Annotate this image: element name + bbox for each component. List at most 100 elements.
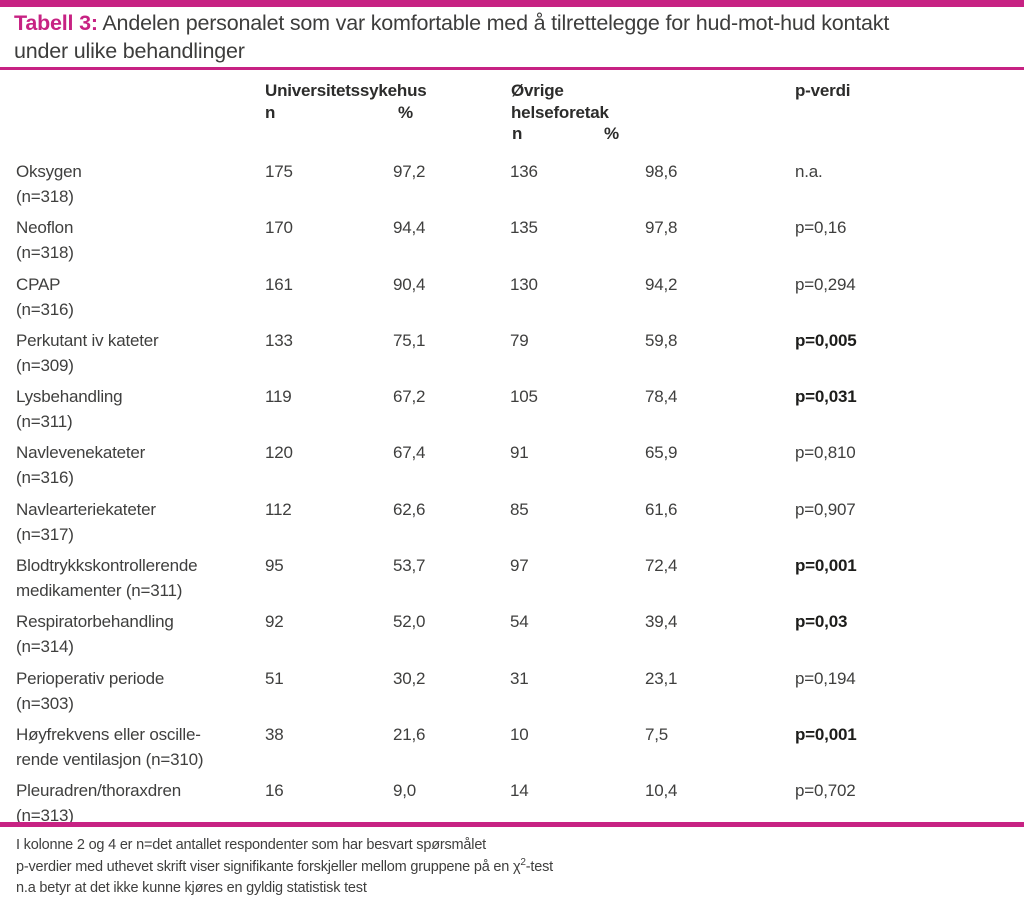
p-value: p=0,031 [795,387,857,407]
header-universitetssykehus: Universitetssykehus [265,81,427,100]
table-number-label: Tabell 3: [14,11,98,35]
univ-n-value: 175 [265,162,293,181]
other-n-value: 105 [510,387,538,407]
other-pct-value: 97,8 [645,218,678,238]
treatment-label: Navlevenekateter (n=316) [16,440,262,490]
table-row: CPAP (n=316) 161 90,4 130 94,2 p=0,294 [0,272,1024,328]
univ-n-value: 170 [265,218,293,238]
p-value: p=0,194 [795,668,856,688]
treatment-label: Perkutant iv kateter (n=309) [16,328,262,378]
p-value: p=0,03 [795,612,848,632]
treatment-label: Blodtrykkskontrollerende medikamenter (n… [16,553,262,603]
other-n-value: 136 [510,162,538,181]
other-pct-value: 23,1 [645,668,678,688]
treatment-name: Respiratorbehandling [16,612,174,632]
other-n-value: 85 [510,499,529,519]
header-helseforetak: helseforetak [511,103,609,122]
univ-pct-value: 90,4 [393,274,426,294]
univ-pct-value: 97,2 [393,162,426,181]
p-value: p=0,702 [795,781,856,801]
treatment-name: Neoflon [16,218,74,238]
treatment-label: Oksygen (n=318) [16,159,262,209]
header-univ-n: n [265,103,276,122]
univ-n-value: 161 [265,274,293,294]
footnote-2-suffix: -test [525,858,553,875]
treatment-label: Respiratorbehandling (n=314) [16,609,262,659]
other-n-value: 54 [510,612,529,632]
univ-n-value: 16 [265,781,284,801]
p-value: p=0,16 [795,218,847,238]
treatment-label: Neoflon (n=318) [16,215,262,265]
univ-n-value: 95 [265,556,284,576]
header-other-percent: % [604,124,619,143]
p-value: p=0,005 [795,330,857,350]
table-title-line2: under ulike behandlinger [14,39,245,63]
table-row: Pleuradren/thoraxdren (n=313) 16 9,0 14 … [0,778,1024,834]
treatment-label: Pleuradren/thoraxdren (n=313) [16,778,262,828]
treatment-name: Høyfrekvens eller oscille- [16,724,201,744]
title-divider [0,67,1024,70]
table-row: Blodtrykkskontrollerende medikamenter (n… [0,553,1024,609]
other-n-value: 14 [510,781,529,801]
treatment-n: (n=311) [16,412,73,432]
treatment-name: Navlearteriekateter [16,499,156,519]
other-pct-value: 7,5 [645,724,669,744]
other-pct-value: 10,4 [645,781,678,801]
footnote-2-text: p-verdier med uthevet skrift viser signi… [16,858,521,875]
treatment-label: CPAP (n=316) [16,272,262,322]
other-pct-value: 61,6 [645,499,678,519]
treatment-name: Perioperativ periode [16,668,165,688]
treatment-name: Oksygen [16,162,82,181]
univ-pct-value: 67,2 [393,387,426,407]
other-pct-value: 98,6 [645,162,678,181]
p-value: p=0,001 [795,556,857,576]
other-pct-value: 94,2 [645,274,678,294]
header-other-n: n [512,124,523,143]
treatment-n: (n=317) [16,524,74,544]
footnote-2: p-verdier med uthevet skrift viser signi… [16,857,553,879]
univ-n-value: 133 [265,330,293,350]
table-row: Respiratorbehandling (n=314) 92 52,0 54 … [0,609,1024,665]
table-caption: Andelen personalet som var komfortable m… [97,11,890,35]
header-p-verdi: p-verdi [795,81,851,100]
treatment-n: (n=309) [16,355,74,375]
treatment-name: Lysbehandling [16,387,123,407]
univ-pct-value: 53,7 [393,556,426,576]
other-n-value: 91 [510,443,529,463]
p-value: n.a. [795,162,823,181]
univ-pct-value: 30,2 [393,668,426,688]
treatment-name: CPAP [16,274,61,294]
univ-pct-value: 21,6 [393,724,426,744]
chi-squared-superscript: 2 [520,856,526,868]
table-row: Neoflon (n=318) 170 94,4 135 97,8 p=0,16 [0,215,1024,271]
other-n-value: 79 [510,330,529,350]
univ-n-value: 120 [265,443,293,463]
univ-n-value: 119 [265,387,292,407]
other-pct-value: 59,8 [645,330,678,350]
treatment-n: (n=313) [16,806,74,826]
footnote-1: I kolonne 2 og 4 er n=det antallet respo… [16,837,487,853]
univ-pct-value: 67,4 [393,443,426,463]
treatment-label: Perioperativ periode (n=303) [16,666,262,716]
univ-pct-value: 52,0 [393,612,426,632]
treatment-label: Høyfrekvens eller oscille- rende ventila… [16,722,262,772]
other-n-value: 97 [510,556,529,576]
treatment-label: Navlearteriekateter (n=317) [16,497,262,547]
treatment-n: rende ventilasjon (n=310) [16,749,204,769]
footer-divider [0,822,1024,827]
table-row: Høyfrekvens eller oscille- rende ventila… [0,722,1024,778]
treatment-n: (n=318) [16,243,74,263]
footnote-3: n.a betyr at det ikke kunne kjøres en gy… [16,880,367,896]
table-row: Lysbehandling (n=311) 119 67,2 105 78,4 … [0,384,1024,440]
univ-n-value: 51 [265,668,284,688]
table-body: Oksygen (n=318) 175 97,2 136 98,6 n.a. N… [0,159,1024,835]
treatment-name: Navlevenekateter [16,443,146,463]
univ-pct-value: 62,6 [393,499,426,519]
univ-pct-value: 9,0 [393,781,417,801]
header-univ-percent: % [398,103,413,122]
table-title: Tabell 3: Andelen personalet som var kom… [14,9,1018,65]
p-value: p=0,294 [795,274,856,294]
table-row: Perioperativ periode (n=303) 51 30,2 31 … [0,666,1024,722]
other-n-value: 31 [510,668,529,688]
